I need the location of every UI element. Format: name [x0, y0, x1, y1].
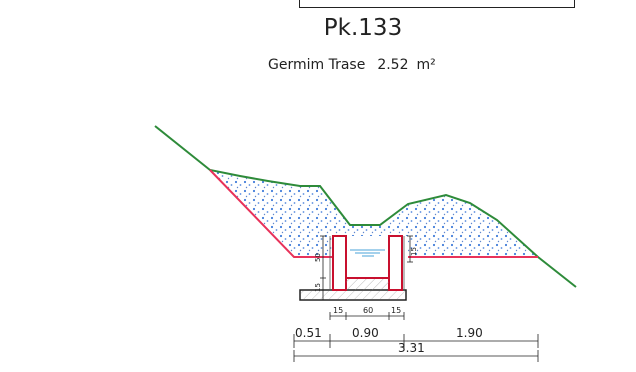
small-dim-label-left: 15 — [333, 306, 343, 315]
segment-dimension: 0.51 0.90 1.90 — [293, 326, 539, 348]
area-unit: m² — [416, 57, 436, 73]
channel-width-dimension: 15 60 15 — [329, 306, 405, 320]
small-dim-label-right: 15 — [391, 306, 401, 315]
segment-label-1: 0.51 — [295, 326, 322, 340]
title-block-frame — [299, 0, 575, 8]
station-title: Pk.133 — [323, 15, 403, 41]
total-label: 3.31 — [398, 341, 425, 355]
area-value: 2.52 — [377, 57, 409, 73]
natural-ground-line — [154, 125, 577, 288]
left-height-dimension: 50 15 — [314, 235, 326, 301]
segment-label-2: 0.90 — [352, 326, 379, 340]
excavation-fill — [210, 170, 538, 257]
floor-hatch — [346, 279, 389, 290]
left-wall — [332, 235, 347, 291]
right-height-label: 15 — [410, 247, 418, 256]
left-height-mid-label: 50 — [314, 253, 322, 262]
small-dim-label-mid: 60 — [363, 306, 373, 315]
channel-base-hatch — [301, 291, 405, 299]
total-dimension: 3.31 — [293, 341, 539, 362]
segment-label-3: 1.90 — [456, 326, 483, 340]
area-caption: Germim Trase 2.52 m² — [268, 57, 436, 73]
right-wall — [388, 235, 403, 291]
area-label: Germim Trase — [268, 57, 366, 73]
cut-line — [209, 169, 332, 258]
right-height-dimension: 15 — [407, 235, 418, 263]
left-height-label: 15 — [314, 283, 322, 292]
channel-structure — [299, 235, 407, 301]
